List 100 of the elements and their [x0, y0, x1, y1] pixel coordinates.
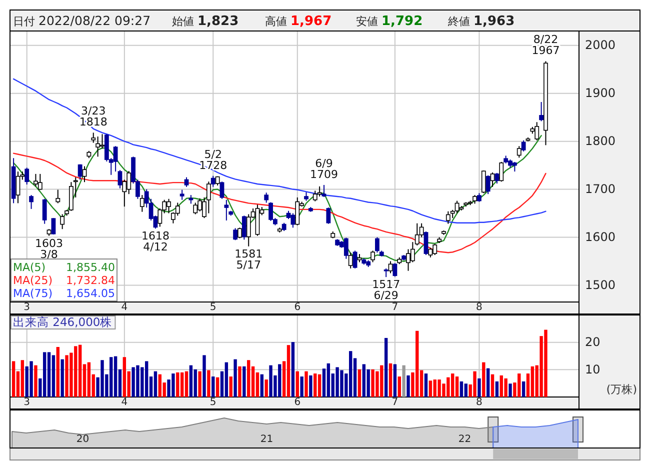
bar [229, 376, 232, 397]
bar [398, 376, 401, 397]
line-series [12, 78, 546, 224]
text: 安値 1,792 [356, 14, 423, 29]
bar [406, 375, 410, 397]
candlestick [38, 173, 42, 190]
bar [455, 376, 459, 397]
candlestick [481, 170, 486, 194]
candlestick [78, 164, 82, 180]
x-tick-label: 8 [476, 397, 482, 408]
y-tick-label: 20 [585, 335, 600, 350]
bar [12, 361, 16, 397]
x-tick-label: 8 [476, 302, 482, 314]
candlestick [428, 247, 433, 258]
text: 高値 1,967 [265, 14, 332, 29]
x-tick-label: 5 [210, 302, 216, 314]
bar [464, 384, 468, 397]
bar [47, 352, 51, 397]
candlestick [51, 218, 56, 235]
bar [508, 384, 512, 397]
bar [530, 366, 534, 397]
candlestick [375, 236, 380, 254]
candlestick [512, 161, 517, 172]
y-tick-label: 1600 [585, 230, 616, 244]
candlestick [486, 174, 490, 195]
bar [393, 364, 397, 397]
bar [198, 371, 202, 397]
x-tick-label: 5 [210, 397, 216, 408]
bar [460, 381, 464, 397]
y-tick-label: 2000 [585, 38, 616, 52]
candlestick [184, 176, 189, 188]
bar [207, 370, 210, 397]
candlestick [344, 237, 348, 260]
bar [42, 352, 46, 397]
bar [78, 344, 82, 397]
x-tick-label: 6 [294, 397, 301, 408]
candlestick [24, 167, 30, 185]
candlestick [140, 194, 144, 212]
bar [318, 374, 322, 397]
candlestick [388, 260, 393, 274]
line-series [12, 134, 542, 262]
y-tick-label: 1500 [585, 278, 616, 292]
candlestick [424, 230, 428, 256]
bar [424, 373, 428, 397]
y-tick-label: 1700 [585, 182, 616, 196]
bar [87, 362, 91, 397]
x-tick-label: 21 [260, 434, 274, 445]
text: MA(5) 1,855.40 [13, 261, 115, 274]
candlestick [242, 215, 246, 240]
annotation: 8/22 1967 [532, 33, 560, 58]
bar [202, 355, 206, 397]
candlestick [224, 199, 229, 221]
bar [314, 373, 317, 397]
bar [144, 361, 148, 397]
bar [428, 380, 432, 397]
bar [384, 338, 388, 397]
bar [34, 365, 38, 397]
bar [234, 359, 237, 397]
bar [180, 372, 184, 397]
bar [224, 362, 228, 397]
x-tick-label: 4 [121, 302, 128, 314]
candlestick [290, 212, 296, 228]
bar [486, 368, 490, 397]
candlestick [516, 146, 522, 158]
bar [478, 378, 481, 397]
candlestick [499, 161, 504, 182]
bar [504, 378, 508, 397]
chart-title: 出来高 246,000株 [13, 315, 112, 329]
x-tick-label: 7 [392, 397, 398, 408]
candlestick [454, 200, 460, 214]
bar [388, 363, 392, 397]
y-tick-label: 1900 [585, 86, 616, 100]
candlestick [295, 196, 300, 226]
bar [358, 369, 362, 397]
annotation: 5/2 1728 [199, 148, 228, 172]
candlestick [42, 198, 47, 224]
bar [326, 363, 330, 397]
annotation: 1517 6/29 [372, 278, 400, 302]
bar [304, 371, 308, 397]
candlestick [238, 227, 242, 239]
bar [194, 369, 197, 397]
bar [296, 371, 299, 397]
candlestick [326, 207, 331, 224]
candlestick [317, 186, 322, 197]
x-tick-label: 6 [294, 302, 301, 314]
candlestick [233, 228, 238, 241]
candlestick [521, 140, 526, 152]
candlestick [210, 175, 216, 188]
candlestick [56, 189, 60, 204]
bar [212, 376, 215, 397]
text: MA(25) 1,732.84 [13, 274, 115, 287]
bar [60, 359, 64, 397]
candlestick [494, 172, 500, 184]
bar [286, 345, 290, 397]
annotation: 1603 3/8 [35, 236, 64, 261]
bar [114, 356, 118, 397]
bar [216, 377, 220, 397]
x-tick-label: 3 [24, 302, 30, 314]
candlestick [118, 170, 122, 189]
bar [56, 346, 60, 397]
